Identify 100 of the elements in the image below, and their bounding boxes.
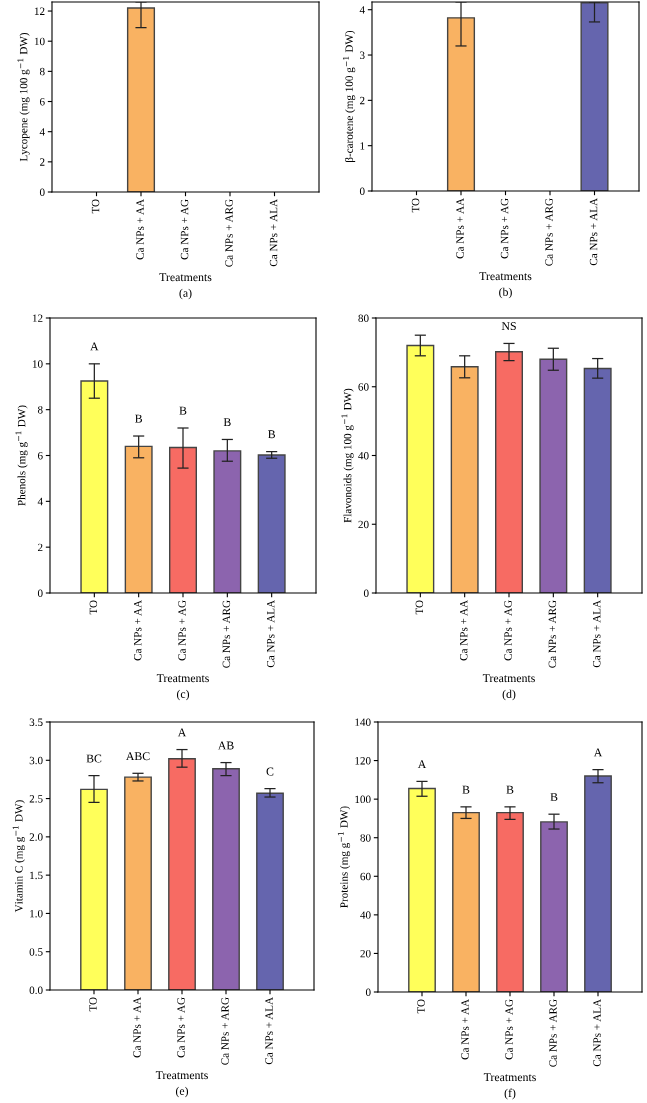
bar: [496, 811, 524, 992]
text: (c): [176, 689, 190, 701]
y-tick-label: 2.5: [29, 795, 43, 803]
y-tick-label: 0.5: [29, 948, 43, 956]
x-tick-label: Ca NPs + ARG: [548, 600, 557, 668]
data-label: C: [266, 767, 274, 776]
x-tick-label: Ca NPs + AA: [133, 997, 141, 1058]
y-tick-label: 3.5: [29, 718, 43, 727]
bar: [256, 792, 284, 990]
data-label: B: [506, 785, 514, 794]
y-axis-title: Vitamin C (mg g$^{−1}$ DW): [12, 800, 25, 913]
y-tick-label: 4: [39, 128, 45, 136]
y-axis-title: Flavonoids (mg 100 g$^{−1}$ DW): [341, 388, 354, 523]
data-label: A: [593, 748, 603, 757]
x-tick-label: Ca NPs + AA: [136, 199, 144, 260]
y-tick-label: 12: [32, 314, 43, 322]
x-axis-title: Treatments: [156, 674, 209, 683]
data-label: B: [462, 785, 470, 794]
y-tick-label: 2.0: [29, 833, 43, 841]
bar: [168, 758, 196, 990]
x-axis-title: Treatments: [159, 273, 212, 282]
y-tick-label: 60: [360, 872, 371, 881]
y-tick-label: 20: [358, 520, 369, 529]
y-tick-label: 60: [358, 383, 369, 391]
bar: [408, 787, 436, 992]
x-tick-label: Ca NPs + ARG: [549, 999, 557, 1067]
x-tick-label: Ca NPs + ALA: [589, 198, 598, 266]
bar: [124, 776, 152, 990]
x-tick-label: Ca NPs + ALA: [592, 600, 601, 668]
bar: [124, 445, 153, 593]
data-label: NS: [501, 322, 516, 331]
x-axis-title: Treatments: [155, 1071, 208, 1080]
x-tick-label: Ca NPs + AA: [456, 198, 464, 259]
y-tick-label: 6: [39, 98, 45, 106]
text: (b): [499, 287, 512, 299]
x-tick-label: Ca NPs + ARG: [222, 600, 231, 668]
x-tick-label: Ca NPs + ARG: [545, 198, 553, 266]
y-tick-label: 3: [360, 51, 365, 59]
y-tick-label: 0: [365, 988, 371, 996]
bar: [584, 775, 612, 992]
x-tick-label: TO: [411, 198, 420, 213]
x-tick-label: Ca NPs + ARG: [225, 199, 233, 267]
x-tick-label: Ca NPs + ALA: [593, 999, 601, 1067]
y-tick-label: 3.0: [29, 756, 43, 765]
y-tick-label: 0: [363, 589, 369, 597]
text: (a): [179, 288, 192, 300]
x-tick-label: Ca NPs + AG: [178, 600, 186, 661]
y-axis-title: β-carotene (mg 100 g$^{−1}$ DW): [343, 30, 356, 162]
x-tick-label: Ca NPs + ALA: [265, 997, 273, 1065]
y-tick-label: 1: [360, 142, 365, 150]
y-tick-label: 12: [34, 7, 45, 15]
x-tick-label: Ca NPs + AG: [180, 199, 189, 260]
x-tick-label: Ca NPs + AG: [505, 999, 513, 1060]
x-tick-label: Ca NPs + ARG: [221, 997, 229, 1065]
x-tick-label: Ca NPs + AA: [459, 600, 468, 661]
x-tick-label: TO: [417, 999, 425, 1014]
y-tick-label: 2: [359, 96, 365, 105]
data-label: B: [268, 430, 276, 439]
y-tick-label: 8: [39, 67, 45, 76]
data-label: B: [550, 793, 558, 801]
text: (e): [175, 1086, 189, 1098]
x-tick-label: TO: [89, 600, 98, 615]
x-tick-label: Ca NPs + AG: [504, 600, 512, 661]
y-axis-title: Proteins (mg g$^{−1}$ DW): [337, 806, 351, 908]
y-tick-label: 10: [34, 37, 45, 46]
y-tick-label: 0: [37, 589, 43, 597]
y-tick-label: 100: [355, 795, 371, 804]
x-axis-title: Treatments: [483, 1073, 536, 1082]
x-tick-label: Ca NPs + ALA: [266, 600, 275, 668]
y-tick-label: 20: [360, 949, 371, 958]
text: (d): [502, 689, 516, 701]
data-label: BC: [86, 754, 102, 763]
text: (f): [504, 1088, 516, 1100]
y-tick-label: 0: [39, 188, 45, 196]
bar: [213, 450, 242, 593]
x-tick-label: Ca NPs + AA: [461, 999, 469, 1060]
bar: [212, 768, 240, 990]
bar: [80, 788, 108, 990]
bar: [80, 380, 109, 593]
bar: [257, 454, 286, 593]
data-label: A: [177, 728, 187, 737]
y-tick-label: 2: [37, 543, 43, 552]
y-tick-label: 10: [32, 360, 43, 368]
y-axis-title: Lycopene (mg 100 g$^{−1}$ DW): [17, 32, 30, 162]
x-tick-label: TO: [89, 997, 97, 1012]
x-axis-title: Treatments: [479, 272, 532, 281]
y-tick-label: 6: [37, 452, 43, 460]
bar: [540, 821, 568, 992]
x-tick-label: Ca NPs + AG: [177, 997, 185, 1058]
y-tick-label: 0.0: [29, 986, 43, 995]
y-tick-label: 40: [358, 451, 369, 460]
bar: [452, 811, 480, 992]
x-axis-title: Treatments: [482, 674, 535, 683]
y-tick-label: 1.0: [30, 909, 43, 918]
data-label: B: [135, 414, 143, 423]
x-tick-label: TO: [91, 199, 100, 214]
y-tick-label: 8: [37, 406, 43, 414]
y-tick-label: 120: [355, 757, 371, 765]
y-tick-label: 140: [355, 718, 371, 726]
data-label: B: [223, 418, 231, 426]
